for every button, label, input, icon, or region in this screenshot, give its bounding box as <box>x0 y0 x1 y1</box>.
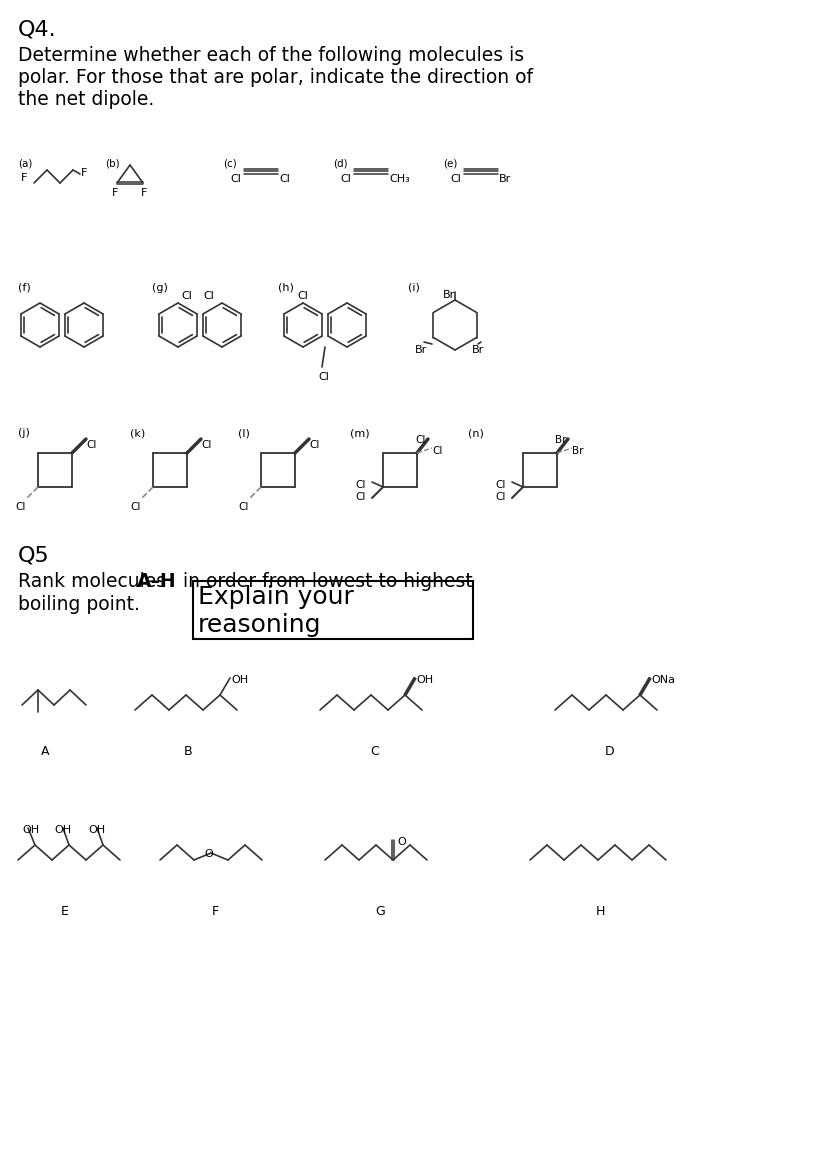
Text: C: C <box>370 745 379 758</box>
Text: Q5: Q5 <box>18 546 50 565</box>
Text: OH: OH <box>231 675 248 685</box>
Text: Cl: Cl <box>237 502 248 512</box>
Text: A–H: A–H <box>136 572 176 591</box>
Text: Cl: Cl <box>414 435 425 445</box>
Text: (k): (k) <box>130 428 145 439</box>
Text: CH₃: CH₃ <box>389 174 409 183</box>
Text: Cl: Cl <box>308 440 319 450</box>
Text: F: F <box>81 168 88 178</box>
Text: (m): (m) <box>350 428 369 439</box>
Text: Determine whether each of the following molecules is: Determine whether each of the following … <box>18 46 523 65</box>
Text: (a): (a) <box>18 158 32 168</box>
Text: (l): (l) <box>237 428 250 439</box>
Text: Br: Br <box>414 345 427 355</box>
Text: F: F <box>211 905 218 917</box>
Text: Cl: Cl <box>201 440 211 450</box>
Text: Br: Br <box>442 290 455 300</box>
Text: Cl: Cl <box>340 174 351 183</box>
Text: OH: OH <box>54 825 71 835</box>
Text: F: F <box>141 188 147 198</box>
Text: in order from lowest to highest: in order from lowest to highest <box>177 572 472 591</box>
Text: G: G <box>375 905 385 917</box>
Text: Cl: Cl <box>449 174 461 183</box>
Text: Cl: Cl <box>432 445 442 456</box>
Text: (e): (e) <box>442 158 457 168</box>
Text: Rank molecules: Rank molecules <box>18 572 172 591</box>
Text: Cl: Cl <box>355 492 365 502</box>
Text: Br: Br <box>554 435 566 445</box>
Text: Cl: Cl <box>203 291 213 301</box>
Text: Br: Br <box>471 345 484 355</box>
Text: O: O <box>396 837 405 847</box>
Text: OH: OH <box>22 825 39 835</box>
Text: D: D <box>605 745 614 758</box>
Text: Cl: Cl <box>181 291 192 301</box>
Text: Cl: Cl <box>279 174 289 183</box>
Text: (d): (d) <box>332 158 347 168</box>
Text: E: E <box>61 905 69 917</box>
Text: (j): (j) <box>18 428 30 439</box>
Text: H: H <box>595 905 604 917</box>
Text: Br: Br <box>499 174 510 183</box>
Text: Cl: Cl <box>495 480 504 490</box>
Text: (i): (i) <box>408 283 419 293</box>
Bar <box>193 580 472 639</box>
Text: Cl: Cl <box>15 502 26 512</box>
Text: ONa: ONa <box>650 675 674 685</box>
Text: boiling point.: boiling point. <box>18 595 140 614</box>
Text: O: O <box>204 849 213 859</box>
Text: Explain your: Explain your <box>198 585 353 609</box>
Text: OH: OH <box>415 675 433 685</box>
Text: A: A <box>41 745 49 758</box>
Text: (h): (h) <box>278 283 294 293</box>
Text: Cl: Cl <box>297 291 308 301</box>
Text: (g): (g) <box>152 283 168 293</box>
Text: (c): (c) <box>222 158 237 168</box>
Text: Q4.: Q4. <box>18 20 56 40</box>
Text: (b): (b) <box>105 158 119 168</box>
Text: Br: Br <box>571 445 583 456</box>
Text: (n): (n) <box>467 428 483 439</box>
Text: Cl: Cl <box>230 174 241 183</box>
Text: polar. For those that are polar, indicate the direction of: polar. For those that are polar, indicat… <box>18 68 533 87</box>
Text: Cl: Cl <box>318 372 328 382</box>
Text: Cl: Cl <box>355 480 365 490</box>
Text: B: B <box>184 745 192 758</box>
Text: the net dipole.: the net dipole. <box>18 90 154 108</box>
Text: Cl: Cl <box>86 440 96 450</box>
Text: Cl: Cl <box>130 502 141 512</box>
Text: (f): (f) <box>18 283 31 293</box>
Text: F: F <box>112 188 118 198</box>
Text: Cl: Cl <box>495 492 504 502</box>
Text: F: F <box>21 173 27 183</box>
Text: reasoning: reasoning <box>198 613 321 637</box>
Text: OH: OH <box>88 825 105 835</box>
